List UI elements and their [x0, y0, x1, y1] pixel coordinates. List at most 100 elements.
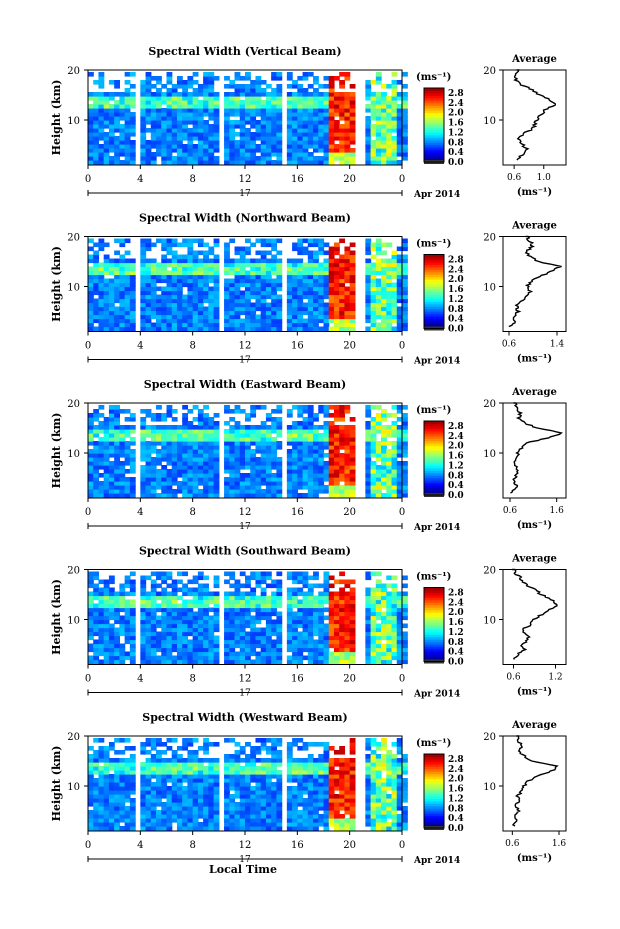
heatmap-cell	[260, 286, 267, 292]
heatmap-cell	[307, 270, 314, 276]
heatmap-cell	[119, 790, 126, 795]
heatmap-cell	[391, 318, 398, 324]
heatmap-cell	[176, 449, 183, 454]
heatmap-cell	[339, 607, 346, 613]
heatmap-cell	[145, 148, 152, 153]
heatmap-cell	[145, 92, 152, 97]
heatmap-cell	[276, 136, 283, 141]
heatmap-cell	[224, 116, 230, 121]
heatmap-cell	[150, 445, 157, 450]
heatmap-cell	[245, 449, 251, 454]
heatmap-cell	[318, 250, 325, 256]
heatmap-cell	[182, 144, 189, 149]
heatmap-cell	[182, 132, 189, 137]
heatmap-cell	[313, 457, 319, 462]
heatmap-cell	[396, 619, 403, 625]
heatmap-cell	[381, 469, 387, 474]
heatmap-cell	[234, 461, 241, 466]
heatmap-cell	[88, 92, 94, 97]
heatmap-cell	[349, 96, 356, 101]
heatmap-cell	[402, 639, 408, 645]
heatmap-cell	[250, 116, 257, 121]
heatmap-cell	[313, 481, 319, 486]
heatmap-cell	[260, 326, 267, 332]
heatmap-cell	[213, 603, 220, 609]
heatmap-cell	[108, 104, 115, 109]
heatmap-cell	[88, 798, 94, 803]
heatmap-cell	[386, 441, 393, 446]
heatmap-cell	[114, 774, 120, 779]
heatmap-cell	[88, 493, 94, 498]
heatmap-cell	[370, 254, 377, 260]
heatmap-cell	[208, 655, 215, 661]
heatmap-cell	[255, 278, 262, 284]
heatmap-cell	[375, 489, 382, 494]
heatmap-cell	[271, 579, 277, 585]
y-tick-label: 10	[67, 449, 80, 460]
average-y-tick-label: 10	[483, 116, 496, 127]
heatmap-cell	[381, 302, 387, 308]
heatmap-cell	[250, 84, 257, 89]
heatmap-cell	[187, 92, 194, 97]
heatmap-cell	[313, 128, 319, 133]
heatmap-cell	[328, 112, 335, 117]
heatmap-cell	[344, 469, 351, 474]
heatmap-cell	[114, 461, 120, 466]
colorbar-tick-label: 1.2	[448, 295, 464, 305]
heatmap-cell	[229, 322, 236, 328]
heatmap-cell	[166, 306, 173, 312]
heatmap-cell	[245, 92, 251, 97]
heatmap-cell	[381, 615, 387, 621]
heatmap-cell	[297, 413, 304, 418]
heatmap-cell	[292, 306, 298, 312]
heatmap-cell	[176, 302, 183, 308]
heatmap-cell	[213, 262, 220, 268]
heatmap-cell	[250, 136, 257, 141]
heatmap-cell	[365, 96, 372, 101]
heatmap-cell	[182, 647, 189, 653]
heatmap-cell	[381, 635, 387, 641]
heatmap-cell	[276, 639, 283, 645]
heatmap-cell	[171, 429, 178, 434]
heatmap-cell	[140, 595, 147, 601]
heatmap-cell	[318, 282, 325, 288]
heatmap-cell	[286, 639, 293, 645]
heatmap-cell	[114, 615, 120, 621]
colorbar-segment	[424, 147, 444, 151]
heatmap-cell	[375, 302, 382, 308]
heatmap-cell	[145, 786, 152, 791]
heatmap-cell	[391, 425, 398, 430]
heatmap-cell	[145, 603, 152, 609]
heatmap-cell	[297, 322, 304, 328]
heatmap-cell	[124, 286, 131, 292]
heatmap-cell	[229, 80, 236, 85]
heatmap-cell	[150, 76, 157, 81]
panel-title: Spectral Width (Westward Beam)	[142, 711, 347, 724]
heatmap-cell	[103, 144, 110, 149]
heatmap-cell	[245, 306, 251, 312]
heatmap-cell	[171, 437, 178, 442]
heatmap-cell	[349, 108, 356, 113]
heatmap-cell	[203, 461, 209, 466]
heatmap-cell	[302, 148, 309, 153]
heatmap-cell	[365, 575, 372, 581]
heatmap-cell	[234, 258, 241, 264]
heatmap-cell	[103, 822, 110, 827]
heatmap-cell	[365, 603, 372, 609]
heatmap-cell	[140, 445, 147, 450]
heatmap-cell	[129, 798, 136, 803]
heatmap-cell	[203, 659, 209, 665]
heatmap-cell	[302, 160, 309, 165]
heatmap-cell	[187, 270, 194, 276]
heatmap-cell	[145, 294, 152, 300]
heatmap-cell	[307, 485, 314, 490]
heatmap-cell	[391, 429, 398, 434]
heatmap-cell	[255, 599, 262, 605]
heatmap-cell	[171, 631, 178, 637]
heatmap-cell	[250, 278, 257, 284]
heatmap-cell	[124, 746, 131, 751]
heatmap-cell	[129, 266, 136, 272]
heatmap-cell	[192, 306, 199, 312]
heatmap-cell	[344, 302, 351, 308]
heatmap-cell	[302, 441, 309, 446]
